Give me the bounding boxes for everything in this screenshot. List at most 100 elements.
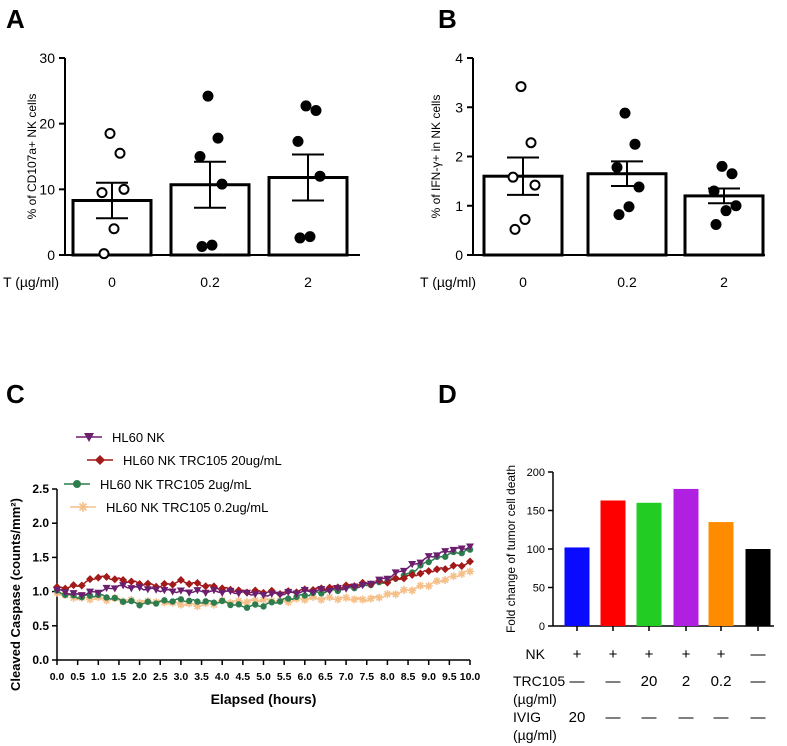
chart-panel-d: 0 50 100 150 200 Fold change of tumor cell de… — [504, 465, 774, 743]
series-marker — [210, 599, 218, 606]
series-marker — [441, 576, 450, 585]
bar — [636, 502, 662, 626]
series-marker — [458, 549, 465, 557]
bar — [745, 549, 771, 626]
series-marker — [350, 595, 359, 604]
y-axis-label: Fold change of tumor cell death — [504, 465, 518, 633]
series-marker — [366, 594, 375, 603]
series-marker — [292, 590, 301, 598]
series-marker — [119, 598, 127, 605]
data-point — [529, 179, 541, 191]
data-point — [314, 170, 326, 182]
series-marker — [449, 561, 458, 570]
series-marker — [94, 589, 103, 597]
series-marker — [424, 553, 433, 561]
series-marker — [416, 581, 425, 590]
legend-label: HL60 NK TRC105 0.2ug/mL — [106, 500, 268, 515]
series-marker — [102, 584, 111, 593]
data-point — [708, 185, 720, 197]
series-marker — [391, 569, 400, 577]
series-marker — [317, 595, 326, 604]
bar — [673, 488, 699, 626]
table-cell: + — [682, 646, 691, 663]
series-marker — [466, 567, 474, 576]
table-cell: + — [609, 646, 618, 663]
series-marker — [69, 581, 78, 590]
series-marker — [457, 545, 466, 553]
data-point — [310, 105, 322, 117]
series-marker — [285, 595, 292, 602]
data-point — [114, 147, 126, 159]
series-marker — [176, 600, 185, 609]
series-marker — [127, 585, 136, 593]
y-axis-label: % of CD107a+ NK cells — [25, 94, 39, 220]
series-marker — [77, 592, 86, 600]
x-tick-label: 0.2 — [200, 274, 220, 290]
series-marker — [325, 593, 334, 602]
series-line — [56, 546, 471, 597]
x-tick-label: 0.5 — [70, 671, 85, 683]
x-tick-label: 3.5 — [194, 671, 209, 683]
series-marker — [161, 597, 168, 604]
bar — [683, 194, 765, 257]
series-marker — [110, 575, 119, 584]
series-marker — [77, 581, 86, 590]
series-marker — [251, 596, 260, 605]
series-marker — [78, 502, 88, 512]
x-tick-label: 2 — [304, 274, 312, 290]
y-axis-label: Cleaved Caspase (counts/mm²) — [8, 498, 23, 691]
data-point — [96, 187, 108, 199]
series-marker — [169, 598, 176, 605]
data-point — [507, 171, 519, 183]
series-marker — [201, 582, 210, 591]
x-tick-label: 0.0 — [50, 671, 65, 683]
x-tick-label: 5.0 — [256, 671, 271, 683]
data-point — [118, 183, 130, 195]
y-tick-label: 2 — [455, 149, 463, 165]
chart-panel-c: 0.0 0.5 1.0 1.5 2.0 2.5 0.0 0.5 1.0 1.5 2.0 2.5 3.0 3… — [8, 430, 480, 707]
x-tick-label: 0 — [108, 274, 116, 290]
series-marker — [194, 598, 201, 605]
table-cell: — — [606, 673, 621, 690]
data-point — [202, 90, 214, 102]
data-point — [633, 181, 645, 193]
series-marker — [234, 590, 243, 598]
series-marker — [259, 592, 268, 600]
series-marker — [243, 604, 251, 611]
series-marker — [309, 593, 318, 602]
series-marker — [201, 589, 210, 597]
bar — [586, 172, 668, 257]
series-marker — [110, 585, 119, 593]
y-tick-label: 100 — [527, 544, 545, 556]
series-marker — [152, 586, 161, 594]
series-marker — [242, 589, 251, 597]
table-row-label: TRC105 — [513, 673, 565, 689]
series-marker — [441, 548, 450, 556]
table-row-label: NK — [526, 646, 546, 662]
x-tick-label: 6.5 — [318, 671, 333, 683]
x-axis-label: T (µg/ml) — [420, 274, 476, 290]
panel-label-b: B — [438, 4, 457, 34]
series-marker — [284, 598, 293, 607]
data-point — [613, 209, 625, 221]
series-marker — [102, 572, 111, 581]
data-point — [216, 178, 228, 190]
series-marker — [317, 586, 326, 594]
series-marker — [416, 559, 425, 567]
data-point — [104, 128, 116, 140]
series-marker — [325, 587, 334, 595]
y-tick-label: 30 — [39, 50, 55, 66]
y-tick-label: 0 — [455, 247, 463, 263]
series-marker — [416, 569, 425, 578]
table-cell: 0.2 — [711, 673, 732, 690]
x-tick-label: 4.0 — [215, 671, 230, 683]
data-point — [304, 231, 316, 243]
y-tick-label: 50 — [533, 583, 545, 595]
series-marker — [457, 569, 466, 578]
y-tick-label: 4 — [455, 50, 463, 66]
table-cell: + — [645, 646, 654, 663]
series-marker — [466, 557, 474, 566]
table-cell: — — [751, 709, 766, 726]
x-tick-label: 1.5 — [112, 671, 127, 683]
series-marker — [95, 455, 105, 465]
